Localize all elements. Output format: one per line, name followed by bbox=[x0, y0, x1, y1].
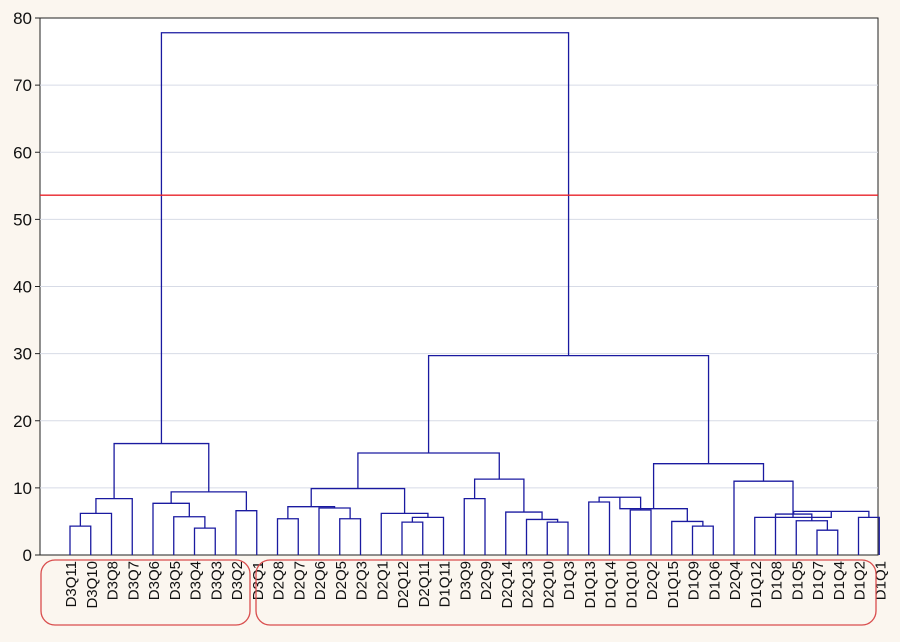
dendrogram-link bbox=[427, 354, 710, 464]
dendrogram-link bbox=[79, 512, 113, 555]
leaf-label: D2Q5 bbox=[333, 561, 350, 600]
leaf-label: D1Q7 bbox=[810, 561, 827, 600]
leaf-label: D1Q3 bbox=[561, 561, 578, 600]
dendrogram-link bbox=[546, 521, 569, 555]
y-tick-label: 50 bbox=[13, 210, 32, 229]
dendrogram-link bbox=[318, 507, 351, 555]
group-box-d1-d2 bbox=[255, 559, 877, 626]
leaf-label: D2Q2 bbox=[644, 561, 661, 600]
leaf-label: D1Q8 bbox=[769, 561, 786, 600]
leaf-label: D2Q11 bbox=[416, 561, 433, 607]
y-tick-label: 10 bbox=[13, 479, 32, 498]
group-boxes bbox=[40, 559, 877, 626]
dendrogram-link bbox=[816, 529, 839, 555]
y-tick-label: 30 bbox=[13, 345, 32, 364]
y-tick-label: 0 bbox=[23, 546, 32, 565]
y-axis: 0 10 20 30 40 50 60 70 80 bbox=[13, 9, 40, 565]
leaf-label: D2Q12 bbox=[395, 561, 412, 609]
leaf-label: D1Q14 bbox=[603, 561, 620, 609]
leaf-label: D2Q14 bbox=[499, 561, 516, 609]
y-tick-label: 70 bbox=[13, 76, 32, 95]
leaf-label: D3Q11 bbox=[63, 561, 80, 607]
dendrogram-link bbox=[160, 32, 570, 444]
leaf-label: D3Q2 bbox=[229, 561, 246, 600]
dendrogram-link bbox=[598, 496, 642, 511]
leaf-label: D2Q4 bbox=[727, 561, 744, 600]
leaf-label: D1Q2 bbox=[852, 561, 869, 600]
dendrogram-link bbox=[401, 521, 424, 555]
leaf-label: D1Q13 bbox=[582, 561, 599, 609]
leaf-label: D1Q11 bbox=[437, 561, 454, 607]
leaf-label: D1Q6 bbox=[706, 561, 723, 600]
x-axis-leaf-labels: D3Q11 D3Q10 D3Q8 D3Q7 D3Q6 D3Q5 D3Q4 D3Q3 D3Q2 D3… bbox=[63, 561, 889, 609]
leaf-label: D2Q3 bbox=[354, 561, 371, 600]
leaf-label: D3Q10 bbox=[84, 561, 101, 609]
leaf-label: D3Q1 bbox=[250, 561, 267, 600]
leaf-label: D2Q10 bbox=[540, 561, 557, 609]
leaf-label: D3Q6 bbox=[146, 561, 163, 600]
dendrogram-link bbox=[733, 480, 794, 555]
leaf-label: D1Q15 bbox=[665, 561, 682, 609]
leaf-label: D2Q7 bbox=[291, 561, 308, 600]
leaf-label: D2Q8 bbox=[271, 561, 288, 600]
dendrogram-link bbox=[671, 520, 704, 555]
leaf-label: D2Q6 bbox=[312, 561, 329, 600]
dendrogram-link bbox=[525, 518, 559, 555]
leaf-label: D2Q9 bbox=[478, 561, 495, 600]
y-tick-label: 40 bbox=[13, 278, 32, 297]
leaf-label: D3Q8 bbox=[105, 561, 122, 600]
leaf-label: D1Q12 bbox=[748, 561, 765, 609]
dendrogram-link bbox=[380, 512, 429, 555]
dendrogram-link bbox=[173, 516, 206, 555]
dendrogram-link bbox=[473, 478, 525, 513]
dendrogram-link bbox=[339, 518, 362, 555]
dendrogram-link bbox=[276, 518, 299, 555]
leaf-label: D1Q5 bbox=[789, 561, 806, 600]
leaf-label: D2Q13 bbox=[520, 561, 537, 609]
leaf-label: D1Q4 bbox=[831, 561, 848, 600]
leaf-label: D3Q3 bbox=[208, 561, 225, 600]
y-tick-label: 80 bbox=[13, 9, 32, 28]
leaf-label: D3Q5 bbox=[167, 561, 184, 600]
leaf-label: D3Q4 bbox=[188, 561, 205, 600]
leaf-label: D2Q1 bbox=[374, 561, 391, 600]
leaf-label: D1Q9 bbox=[686, 561, 703, 600]
dendrogram-link bbox=[235, 510, 258, 555]
dendrogram-tree bbox=[69, 32, 880, 555]
dendrogram-link bbox=[113, 442, 210, 499]
y-tick-label: 20 bbox=[13, 412, 32, 431]
leaf-label: D1Q10 bbox=[623, 561, 640, 609]
grid-lines bbox=[40, 84, 878, 489]
group-box-d3 bbox=[40, 559, 251, 626]
dendrogram-link bbox=[619, 497, 688, 522]
leaf-label: D3Q7 bbox=[125, 561, 142, 600]
dendrogram-link bbox=[152, 502, 190, 555]
leaf-label: D3Q9 bbox=[457, 561, 474, 600]
y-tick-label: 60 bbox=[13, 143, 32, 162]
